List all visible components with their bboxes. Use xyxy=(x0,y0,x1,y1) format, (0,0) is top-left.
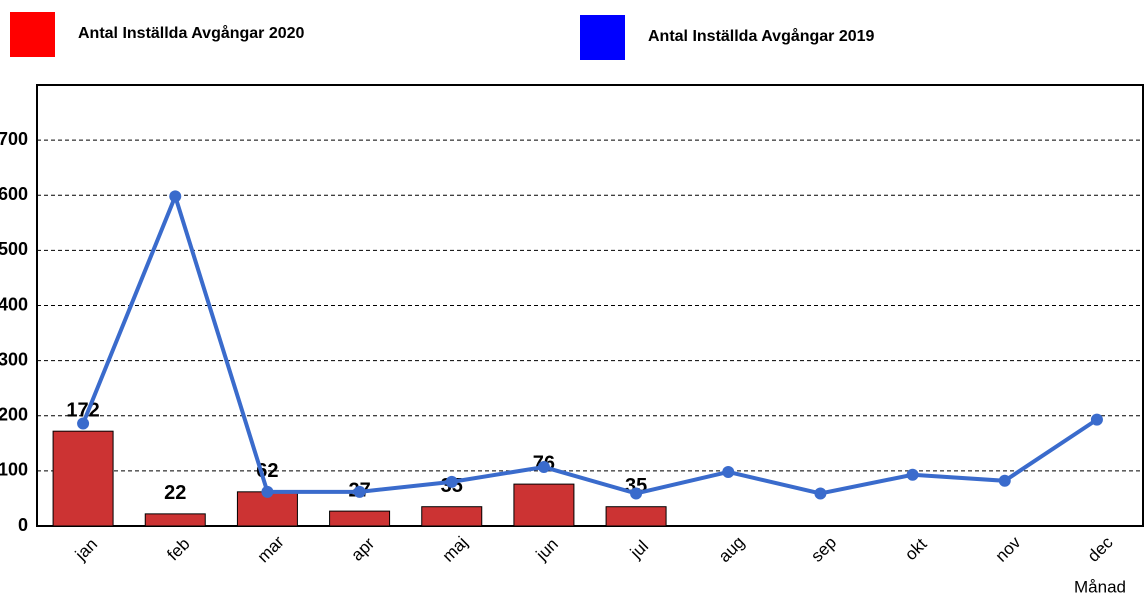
legend-label: Antal Inställda Avgångar 2020 xyxy=(78,24,305,42)
line-point xyxy=(169,190,182,203)
line-point xyxy=(353,485,366,498)
x-tick-label: apr xyxy=(347,534,378,565)
x-tick-label: nov xyxy=(992,533,1025,566)
y-tick-label: 100 xyxy=(0,460,28,480)
y-tick-label: 0 xyxy=(18,515,28,535)
legend-swatch xyxy=(580,15,625,60)
legend-swatch xyxy=(10,12,55,57)
legend-label: Antal Inställda Avgångar 2019 xyxy=(648,27,875,45)
x-tick-label: jun xyxy=(532,535,562,565)
x-tick-label: jul xyxy=(626,537,652,563)
y-tick-label: 700 xyxy=(0,129,28,149)
line-point xyxy=(445,475,458,488)
line-point xyxy=(906,468,919,481)
bar xyxy=(605,506,667,527)
bar xyxy=(144,513,206,527)
bar xyxy=(513,483,575,527)
line-point xyxy=(77,417,90,430)
line-point xyxy=(630,487,643,500)
line-point xyxy=(261,485,274,498)
y-tick-label: 500 xyxy=(0,239,28,259)
x-tick-label: jan xyxy=(71,535,101,565)
y-tick-label: 400 xyxy=(0,294,28,314)
x-tick-label: feb xyxy=(163,534,193,564)
line-point xyxy=(814,487,827,500)
y-tick-label: 600 xyxy=(0,184,28,204)
bar-value-label: 22 xyxy=(164,482,186,504)
line-point xyxy=(722,465,735,478)
y-tick-label: 200 xyxy=(0,405,28,425)
x-tick-label: okt xyxy=(901,534,931,564)
line-series xyxy=(81,190,1099,496)
line-point xyxy=(998,474,1011,487)
bar xyxy=(421,506,483,527)
line-point xyxy=(537,461,550,474)
x-tick-label: aug xyxy=(715,533,748,566)
bar xyxy=(329,510,391,527)
y-tick-label: 300 xyxy=(0,349,28,369)
x-tick-label: sep xyxy=(807,533,840,566)
x-tick-label: dec xyxy=(1084,533,1117,566)
line-point xyxy=(1090,413,1103,426)
x-tick-label: mar xyxy=(254,532,288,566)
bar xyxy=(52,430,114,527)
plot-frame xyxy=(36,84,1144,527)
x-axis-label: Månad xyxy=(1074,577,1126,596)
x-tick-label: maj xyxy=(439,533,472,566)
